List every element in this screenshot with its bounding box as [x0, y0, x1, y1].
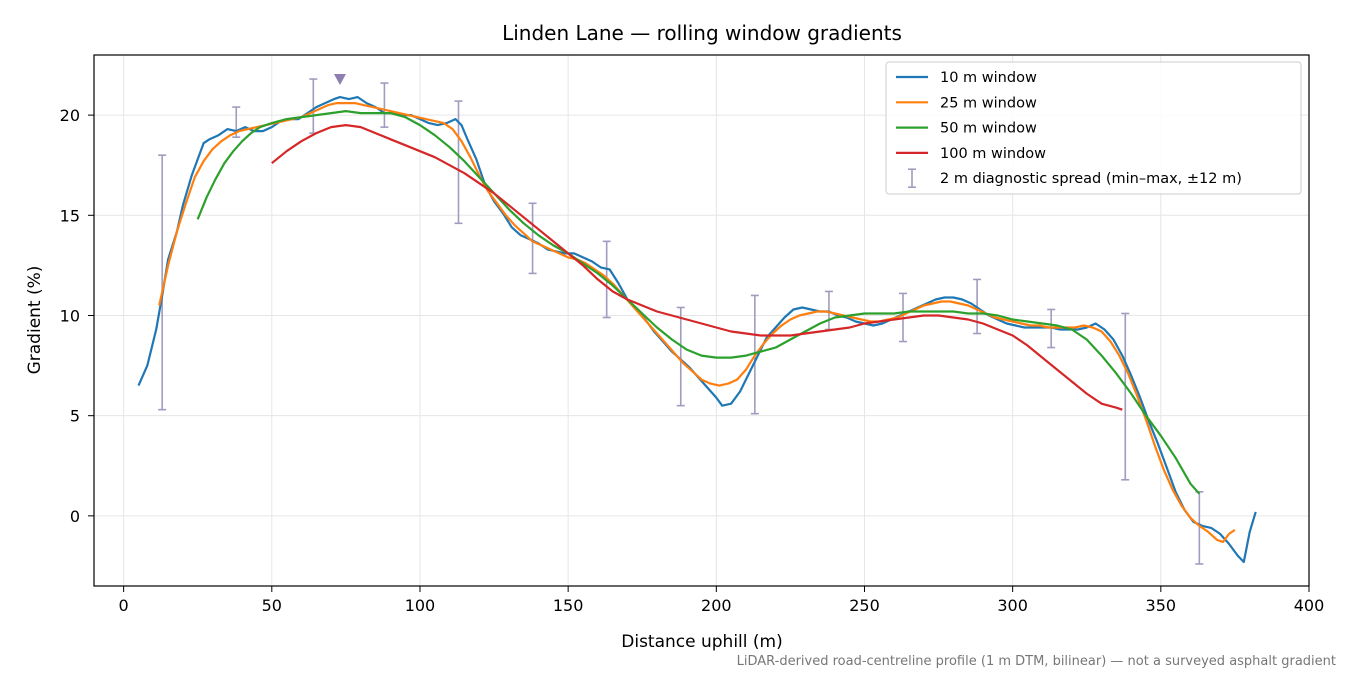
peak-marker [333, 74, 346, 86]
y-tick-label: 5 [70, 407, 80, 426]
series-line-4 [271, 124, 1123, 411]
y-axis-ticks: 0 5 10 15 20 [60, 106, 94, 526]
y-tick-label: 15 [60, 206, 80, 225]
error-bar [380, 82, 389, 128]
y-tick-label: 20 [60, 106, 80, 125]
x-tick-label: 100 [405, 596, 436, 615]
footnote: LiDAR-derived road-centreline profile (1… [737, 654, 1336, 669]
series-lines [137, 96, 1257, 564]
legend-label: 2 m diagnostic spread (min–max, ±12 m) [940, 171, 1242, 187]
y-tick-label: 10 [60, 306, 80, 325]
x-tick-label: 300 [997, 596, 1028, 615]
legend-label: 50 m window [940, 121, 1037, 137]
error-bars [158, 78, 1204, 565]
x-tick-label: 250 [849, 596, 880, 615]
y-tick-label: 0 [70, 507, 80, 526]
legend-label: 100 m window [940, 146, 1046, 162]
chart-title: Linden Lane — rolling window gradients [502, 21, 902, 45]
legend: 10 m window 25 m window 50 m window 100 m w… [885, 61, 1302, 195]
x-tick-label: 350 [1146, 596, 1177, 615]
series-line-3 [196, 110, 1201, 495]
x-tick-label: 200 [701, 596, 732, 615]
x-axis-ticks: 0 50 100 150 200 250 300 350 400 [119, 586, 1325, 615]
legend-label: 10 m window [940, 70, 1037, 86]
error-bar [158, 154, 167, 411]
legend-box [885, 61, 1302, 195]
plot-frame [93, 54, 1310, 587]
x-axis-label: Distance uphill (m) [621, 632, 782, 652]
error-bar [676, 306, 685, 407]
y-axis-label: Gradient (%) [25, 266, 45, 375]
x-tick-label: 400 [1294, 596, 1325, 615]
peak-triangle [333, 74, 346, 86]
legend-errorbar-swatch [908, 168, 916, 188]
x-tick-label: 0 [119, 596, 129, 615]
error-bar [528, 202, 537, 275]
x-tick-label: 50 [262, 596, 282, 615]
x-tick-label: 150 [553, 596, 584, 615]
legend-label: 25 m window [940, 95, 1037, 111]
error-bar [1121, 312, 1130, 481]
